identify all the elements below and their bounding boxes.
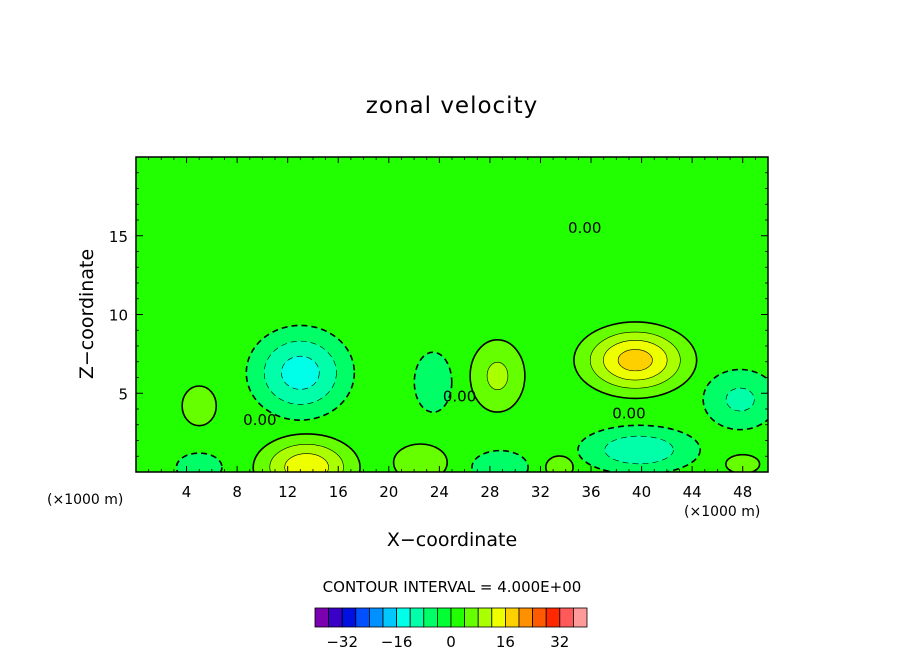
zero-contour-label: 0.00 <box>443 387 476 405</box>
colorbar-tick-label: 32 <box>550 633 569 651</box>
zero-contour-label: 0.00 <box>568 219 601 237</box>
colorbar-swatch <box>450 607 466 628</box>
colorbar-swatch <box>532 607 547 628</box>
colorbar-swatch <box>518 607 534 628</box>
colorbar-swatch <box>341 607 357 628</box>
field-cell-7 <box>469 339 526 413</box>
colorbar-swatch <box>409 607 425 628</box>
x-tick-label: 32 <box>531 483 550 501</box>
x-tick-label: 48 <box>733 483 752 501</box>
colorbar-swatch <box>477 607 493 628</box>
field-cell-3 <box>175 452 223 472</box>
contour-band <box>281 355 320 390</box>
plot-background <box>136 157 768 472</box>
y-axis-ticks: 5 10 15 <box>109 172 768 457</box>
x-axis-ticks: 4 8 12 16 20 24 28 32 36 40 44 48 <box>148 157 756 501</box>
colorbar-swatch <box>464 607 479 628</box>
contour-band <box>544 455 574 472</box>
colorbar-swatch <box>491 607 506 628</box>
field-cell-10 <box>544 455 574 472</box>
y-tick-label: 5 <box>118 385 128 403</box>
contour-band <box>471 449 529 472</box>
field-cell-14 <box>725 453 761 472</box>
zero-contour-label: 0.00 <box>243 411 276 429</box>
contour-band <box>181 385 218 427</box>
x-tick-label: 16 <box>329 483 348 501</box>
colorbar-swatch <box>504 607 520 628</box>
x-tick-label: 20 <box>379 483 398 501</box>
field-cell-13 <box>702 368 768 431</box>
colorbar-tick-labels: −32 −16 0 16 32 <box>326 633 569 651</box>
x-tick-label: 44 <box>683 483 702 501</box>
zero-contour-label: 0.00 <box>612 405 645 423</box>
x-tick-label: 4 <box>182 483 192 501</box>
colorbar-swatch <box>368 607 384 628</box>
x-axis-label: X−coordinate <box>387 529 517 551</box>
chart-title: zonal velocity <box>366 93 538 119</box>
x-tick-label: 8 <box>232 483 242 501</box>
field-cell-1 <box>252 433 361 472</box>
field-cell-8 <box>471 449 529 472</box>
colorbar-swatch <box>396 607 411 628</box>
field-cell-6 <box>392 443 448 472</box>
contour-band <box>604 435 674 465</box>
y-tick-label: 15 <box>109 228 128 246</box>
y-tick-label: 10 <box>109 307 128 325</box>
x-tick-label: 12 <box>278 483 297 501</box>
colorbar-swatch <box>355 607 370 628</box>
x-tick-label: 36 <box>581 483 600 501</box>
x-unit-label-left: (×1000 m) <box>47 492 123 508</box>
contour-interval-text: CONTOUR INTERVAL = 4.000E+00 <box>323 578 582 596</box>
colorbar-swatch <box>328 607 343 628</box>
colorbar-swatch <box>545 607 561 628</box>
colorbar-tick-label: −16 <box>381 633 413 651</box>
zero-contour-labels: 0.00 0.00 0.00 0.00 <box>243 219 645 429</box>
plot-area: 0.00 0.00 0.00 0.00 <box>135 156 769 473</box>
y-axis-label: Z−coordinate <box>76 249 98 379</box>
field-cell-11 <box>573 321 698 400</box>
field-cell-5 <box>413 351 453 414</box>
colorbar-tick-label: 0 <box>446 633 456 651</box>
colorbar-swatch <box>314 607 330 628</box>
x-tick-label: 40 <box>632 483 651 501</box>
filled-contours <box>175 321 768 472</box>
contour-band <box>284 453 329 472</box>
colorbar-swatch <box>423 607 438 628</box>
colorbar <box>314 607 588 628</box>
contour-band <box>617 349 653 372</box>
field-cell-12 <box>577 424 701 472</box>
colorbar-swatch <box>559 607 574 628</box>
field-cell-2 <box>181 385 218 427</box>
contour-band <box>725 387 755 412</box>
x-unit-label-right: (×1000 m) <box>684 504 760 520</box>
contour-band <box>392 443 448 472</box>
field-cell-0 <box>245 324 356 421</box>
colorbar-swatch <box>382 607 398 628</box>
contour-band <box>413 351 453 414</box>
colorbar-swatch <box>436 607 452 628</box>
colorbar-tick-label: −32 <box>326 633 358 651</box>
contour-band <box>725 453 761 472</box>
colorbar-tick-label: 16 <box>496 633 515 651</box>
x-tick-label: 24 <box>430 483 449 501</box>
colorbar-swatch <box>573 607 588 628</box>
contour-band <box>486 361 509 390</box>
x-tick-label: 28 <box>480 483 499 501</box>
contour-band <box>175 452 223 472</box>
